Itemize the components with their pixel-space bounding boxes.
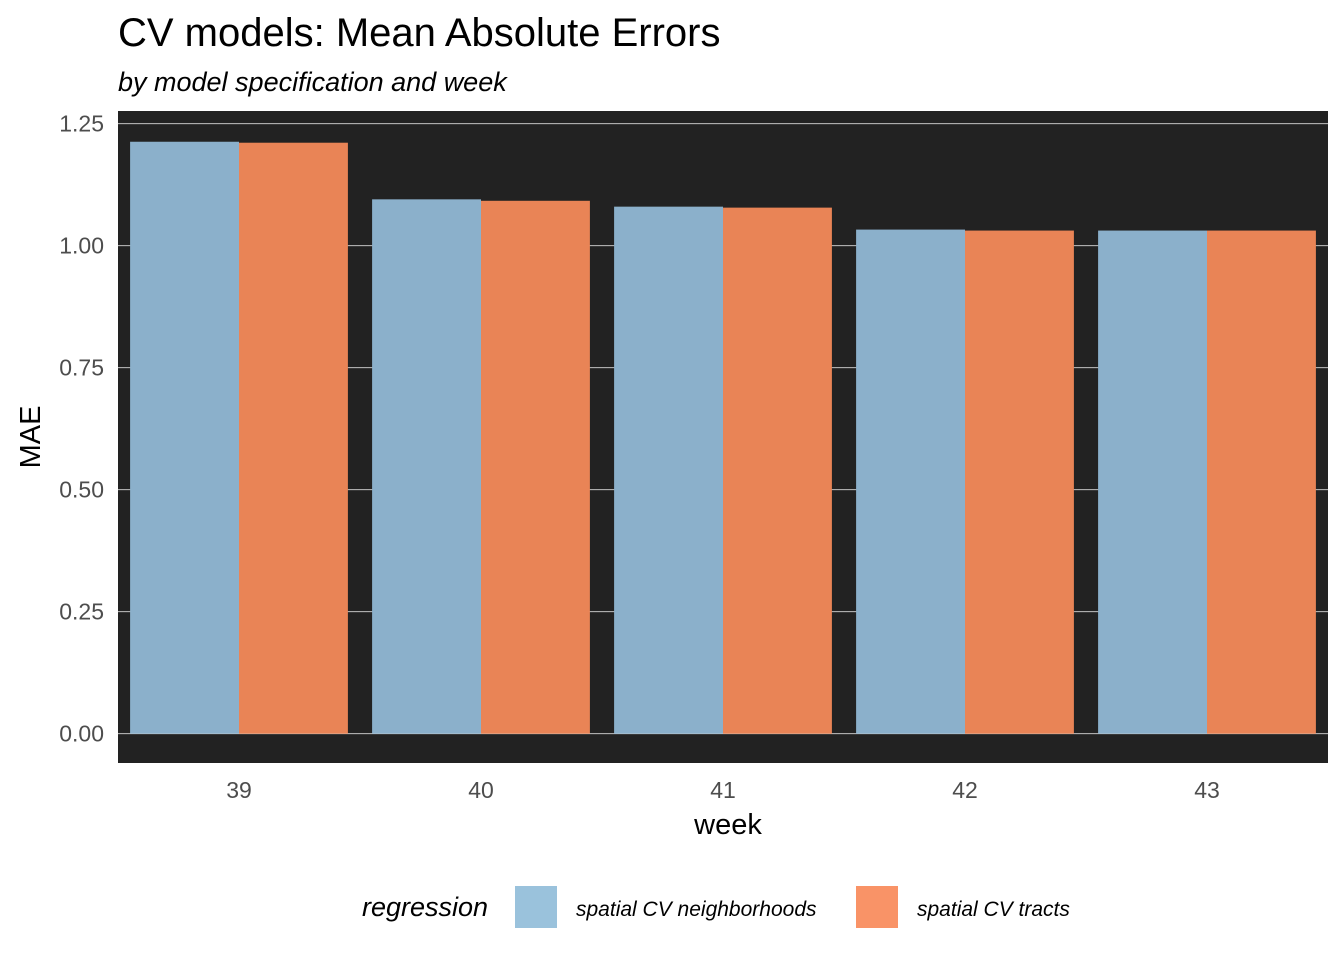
x-tick-label: 42 [952, 777, 978, 803]
x-tick-label: 39 [226, 777, 252, 803]
chart-title: CV models: Mean Absolute Errors [118, 11, 721, 55]
bar [856, 229, 965, 734]
x-tick-label: 43 [1194, 777, 1220, 803]
y-tick-label: 0.00 [59, 721, 104, 747]
bar [614, 206, 723, 734]
x-axis-label: week [693, 809, 762, 841]
chart-subtitle: by model specification and week [118, 67, 507, 97]
bar [372, 199, 481, 734]
legend-label-tracts: spatial CV tracts [917, 898, 1070, 921]
y-tick-label: 0.75 [59, 355, 104, 381]
bar [239, 142, 348, 734]
bar [130, 141, 239, 734]
legend: regression spatial CV neighborhoods spat… [0, 878, 1344, 942]
y-tick-label: 1.00 [59, 233, 104, 259]
legend-title: regression [362, 892, 489, 922]
x-tick-label: 40 [468, 777, 494, 803]
bar [1098, 230, 1207, 734]
x-tick-label: 41 [710, 777, 736, 803]
bar-chart: 0.00 0.25 0.50 0.75 1.00 1.25 39 40 41 42 43 week MA… [15, 111, 1328, 841]
bar [481, 200, 590, 734]
y-tick-label: 0.25 [59, 599, 104, 625]
bar [723, 207, 832, 734]
legend-swatch-tracts [856, 886, 898, 928]
y-axis-label: MAE [15, 406, 47, 469]
legend-label-neighborhoods: spatial CV neighborhoods [576, 898, 817, 921]
legend-swatch-neighborhoods [515, 886, 557, 928]
bar [1207, 230, 1316, 734]
y-tick-label: 0.50 [59, 477, 104, 503]
y-tick-label: 1.25 [59, 111, 104, 137]
bar [965, 230, 1074, 734]
